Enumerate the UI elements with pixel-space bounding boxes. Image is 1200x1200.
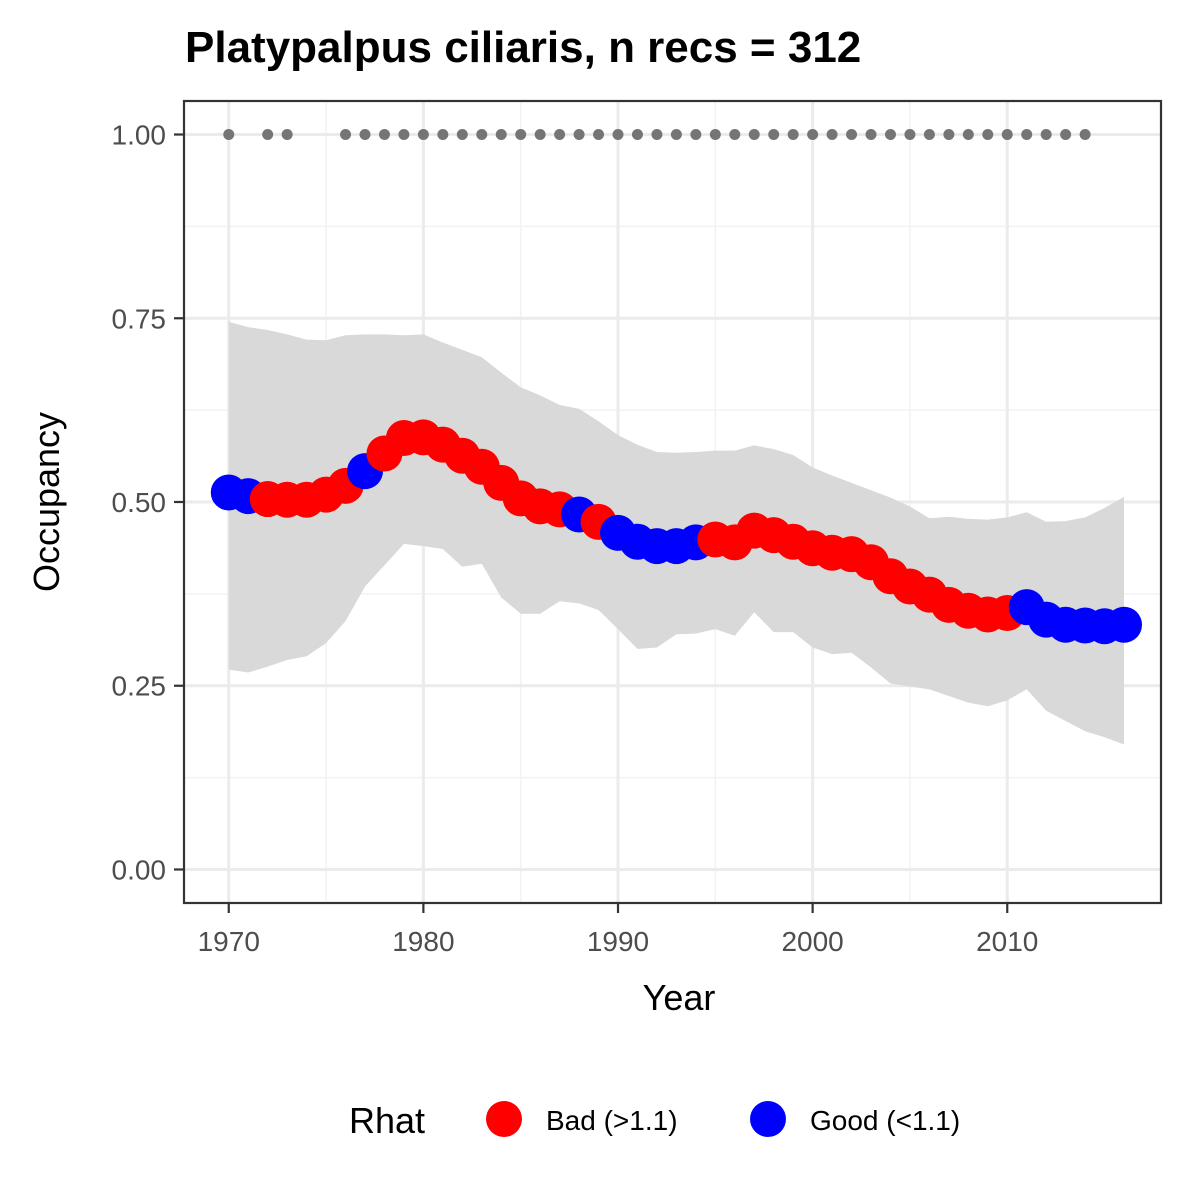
- record-dot: [846, 129, 858, 141]
- record-dot: [437, 129, 449, 141]
- record-dot: [690, 129, 702, 141]
- x-axis: 1970 1980 1990 2000 2010: [198, 903, 1038, 957]
- record-dot: [729, 129, 741, 141]
- record-dot: [748, 129, 760, 141]
- record-dot: [884, 129, 896, 141]
- y-axis: 0.00 0.25 0.50 0.75 1.00: [112, 120, 184, 885]
- record-dot: [709, 129, 721, 141]
- record-dot: [573, 129, 585, 141]
- x-axis-title: Year: [643, 977, 716, 1018]
- x-tick-label: 2010: [976, 926, 1038, 957]
- record-dot: [670, 129, 682, 141]
- record-dot: [398, 129, 410, 141]
- record-dot: [534, 129, 546, 141]
- record-dot: [378, 129, 390, 141]
- legend-label-good: Good (<1.1): [810, 1105, 960, 1136]
- y-axis-title: Occupancy: [26, 412, 67, 592]
- record-dot: [340, 129, 352, 141]
- record-dot: [456, 129, 468, 141]
- x-tick-label: 1980: [392, 926, 454, 957]
- record-dot: [359, 129, 371, 141]
- record-dot: [768, 129, 780, 141]
- record-dot: [476, 129, 488, 141]
- legend: Rhat Bad (>1.1) Good (<1.1): [349, 1100, 960, 1141]
- x-tick-label: 1990: [587, 926, 649, 957]
- legend-swatch-good: [750, 1101, 786, 1137]
- record-dot: [787, 129, 799, 141]
- record-dot: [1060, 129, 1072, 141]
- record-dot: [982, 129, 994, 141]
- y-tick-label: 0.00: [112, 854, 167, 885]
- record-dot: [865, 129, 877, 141]
- record-dot: [826, 129, 838, 141]
- record-dot: [807, 129, 819, 141]
- occupancy-points: [210, 419, 1143, 645]
- plot-panel: [182, 99, 1163, 905]
- y-tick-label: 1.00: [112, 120, 167, 151]
- y-tick-label: 0.50: [112, 487, 167, 518]
- x-tick-label: 1970: [198, 926, 260, 957]
- legend-swatch-bad: [486, 1101, 522, 1137]
- record-dot: [515, 129, 527, 141]
- record-dot: [631, 129, 643, 141]
- legend-label-bad: Bad (>1.1): [546, 1105, 678, 1136]
- legend-title: Rhat: [349, 1100, 425, 1141]
- record-dot: [612, 129, 624, 141]
- record-dots: [223, 129, 1091, 141]
- record-dot: [593, 129, 605, 141]
- record-dot: [417, 129, 429, 141]
- record-dot: [923, 129, 935, 141]
- record-dot: [495, 129, 507, 141]
- y-tick-label: 0.25: [112, 671, 167, 702]
- record-dot: [554, 129, 566, 141]
- record-dot: [281, 129, 293, 141]
- record-dot: [1040, 129, 1052, 141]
- record-dot: [904, 129, 916, 141]
- occupancy-point: [1106, 606, 1143, 643]
- record-dot: [1001, 129, 1013, 141]
- record-dot: [1079, 129, 1091, 141]
- y-tick-label: 0.75: [112, 303, 167, 334]
- record-dot: [262, 129, 274, 141]
- record-dot: [1021, 129, 1033, 141]
- chart-title: Platypalpus ciliaris, n recs = 312: [185, 23, 861, 72]
- record-dot: [651, 129, 663, 141]
- record-dot: [962, 129, 974, 141]
- record-dot: [223, 129, 235, 141]
- record-dot: [943, 129, 955, 141]
- x-tick-label: 2000: [781, 926, 843, 957]
